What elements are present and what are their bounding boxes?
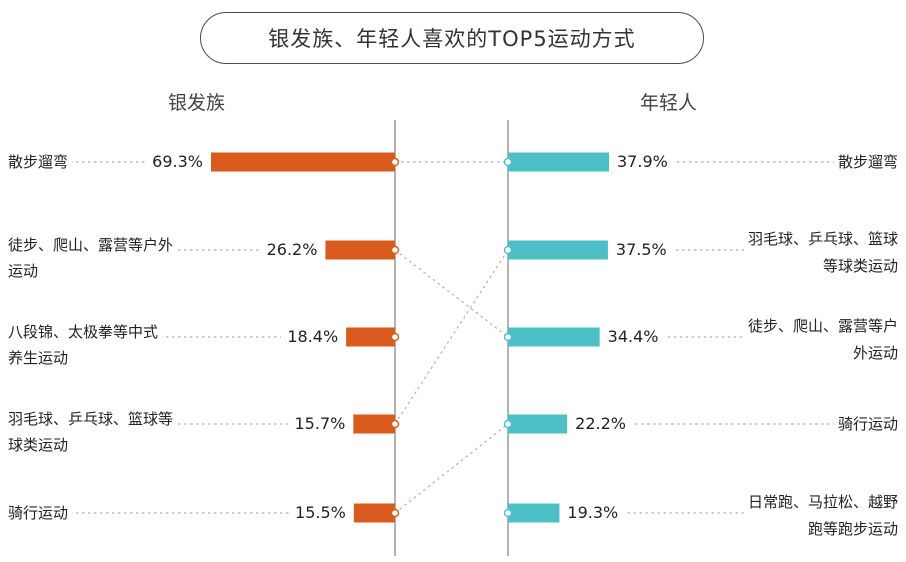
right-category-label: 羽毛球、乒乓球、篮球等球类运动 (743, 226, 898, 280)
right-value-label: 37.5% (615, 239, 673, 261)
left-value-label: 15.7% (288, 413, 346, 435)
right-bar-dot (503, 332, 513, 342)
right-bar (508, 327, 600, 347)
left-group-label: 银发族 (168, 92, 226, 114)
right-bar-dot (503, 245, 513, 255)
left-value-label: 18.4% (281, 326, 339, 348)
left-value-label: 15.5% (289, 502, 346, 524)
category-label-line: 羽毛球、乒乓球、篮球 (747, 230, 898, 248)
right-value-label: 19.3% (567, 502, 625, 524)
left-bar-dot (390, 157, 400, 167)
right-category-label: 散步遛弯 (833, 149, 898, 175)
left-category-label: 徒步、爬山、露营等户外 运动 (8, 232, 178, 284)
category-label-line: 骑行运动 (837, 415, 898, 433)
right-group-label: 年轻人 (640, 92, 698, 114)
left-value-label: 26.2% (260, 239, 318, 261)
connector-line (394, 249, 509, 338)
left-bar (353, 414, 395, 434)
right-category-label: 日常跑、马拉松、越野跑等跑步运动 (743, 489, 898, 543)
category-label-line: 日常跑、马拉松、越野 (747, 493, 898, 511)
right-bar-dot (503, 419, 513, 429)
left-bar-dot (390, 419, 400, 429)
right-bar (508, 503, 560, 523)
right-value-label: 37.9% (617, 151, 674, 173)
chart-title: 银发族、年轻人喜欢的TOP5运动方式 (200, 12, 704, 64)
right-value-label: 22.2% (575, 413, 632, 435)
left-bar (211, 152, 395, 172)
category-label-line: 羽毛球、乒乓球、篮球等 (8, 410, 174, 428)
left-bar-dot (390, 508, 400, 518)
right-bar-dot (503, 157, 513, 167)
category-label-line: 骑行运动 (8, 504, 69, 522)
left-bar-dot (390, 332, 400, 342)
left-bar (346, 327, 395, 347)
left-bar (325, 240, 395, 260)
category-label-line: 外运动 (852, 344, 898, 362)
left-value-label: 69.3% (146, 151, 203, 173)
category-label-line: 徒步、爬山、露营等户外 (8, 236, 174, 254)
right-bar-dot (503, 508, 513, 518)
category-label-line: 等球类运动 (822, 257, 898, 275)
category-label-line: 散步遛弯 (837, 153, 898, 171)
category-label-line: 跑等跑步运动 (807, 520, 898, 538)
category-label-line: 徒步、爬山、露营等户 (747, 317, 898, 335)
left-category-label: 八段锦、太极拳等中式 养生运动 (8, 319, 163, 371)
right-value-label: 34.4% (607, 326, 665, 348)
left-category-label: 骑行运动 (8, 500, 73, 526)
right-bar (508, 414, 568, 434)
category-label-line: 球类运动 (8, 436, 69, 454)
left-category-label: 羽毛球、乒乓球、篮球等 球类运动 (8, 406, 178, 458)
category-label-line: 运动 (8, 262, 39, 280)
category-label-line: 八段锦、太极拳等中式 (8, 323, 159, 341)
category-label-line: 养生运动 (8, 349, 69, 367)
left-bar-dot (390, 245, 400, 255)
connector-line (394, 423, 509, 514)
right-category-label: 徒步、爬山、露营等户外运动 (743, 313, 898, 367)
right-category-label: 骑行运动 (833, 411, 898, 437)
right-bar (508, 152, 609, 172)
right-bar (508, 240, 608, 260)
category-label-line: 散步遛弯 (8, 153, 69, 171)
connector-line (394, 249, 509, 425)
left-category-label: 散步遛弯 (8, 149, 73, 175)
left-bar (353, 503, 395, 523)
